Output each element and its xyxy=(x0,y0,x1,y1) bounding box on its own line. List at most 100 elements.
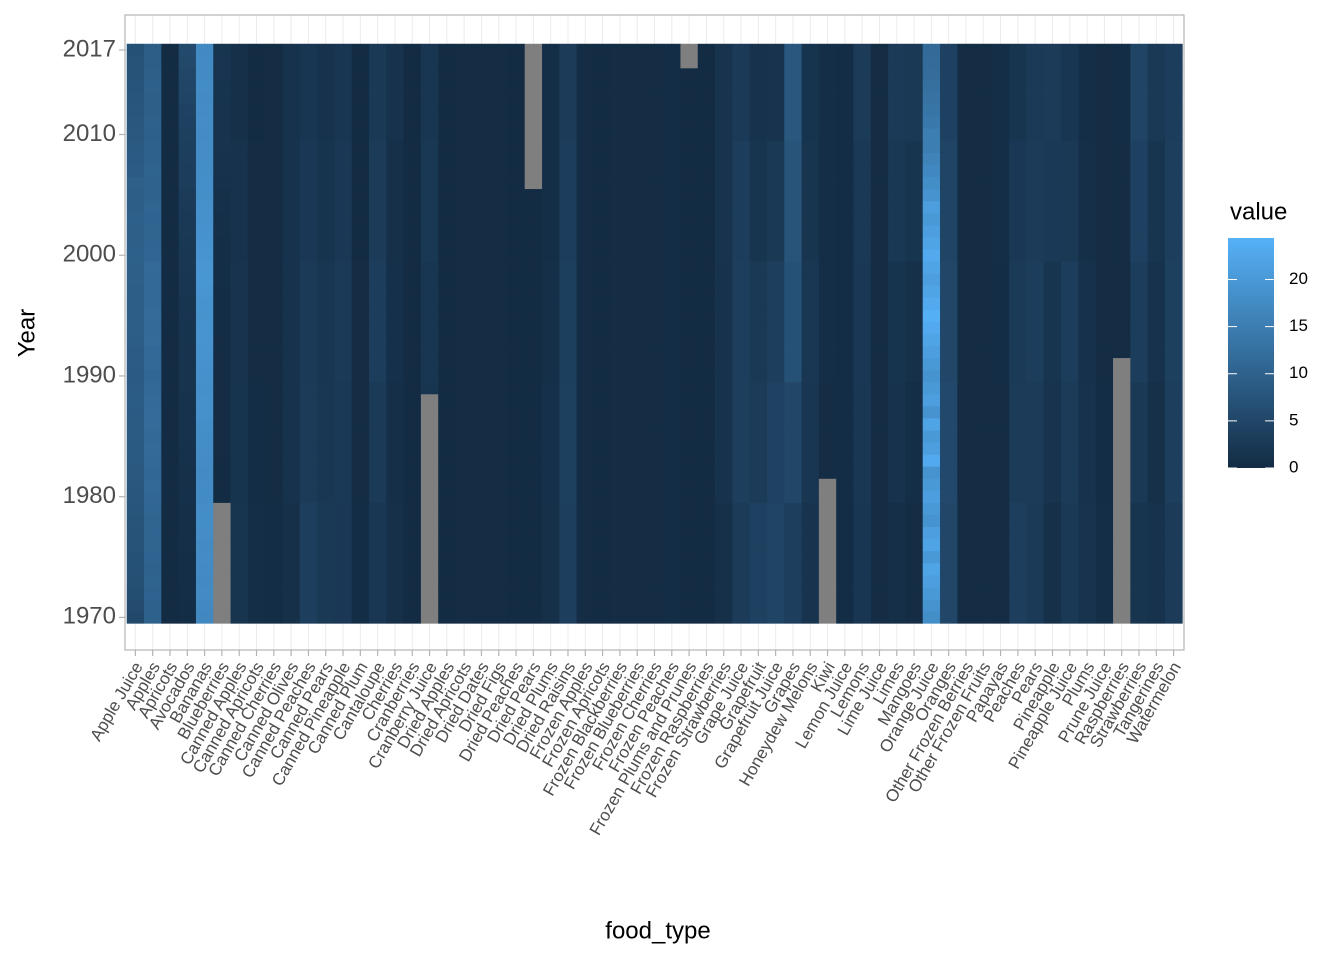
tile xyxy=(870,43,889,57)
tile xyxy=(524,224,543,238)
tile xyxy=(1095,454,1114,467)
tile xyxy=(334,333,353,346)
tile xyxy=(732,116,751,129)
tile xyxy=(247,538,266,552)
tile xyxy=(490,212,508,226)
tile xyxy=(247,345,266,359)
tile xyxy=(455,526,474,540)
tile xyxy=(628,176,647,190)
tile xyxy=(282,128,301,141)
tile xyxy=(957,357,976,371)
tile xyxy=(126,152,145,165)
tile xyxy=(524,43,543,57)
tile xyxy=(1026,140,1045,153)
tile xyxy=(784,442,802,455)
tile xyxy=(888,454,906,467)
tile xyxy=(334,285,353,298)
x-axis-title: food_type xyxy=(605,917,710,944)
tile xyxy=(991,285,1010,298)
tile xyxy=(1095,538,1114,552)
tile xyxy=(282,454,301,467)
tile xyxy=(1164,490,1183,503)
tile xyxy=(836,599,854,612)
tile xyxy=(178,502,197,515)
tile xyxy=(801,502,820,515)
tile xyxy=(870,188,889,202)
tile xyxy=(386,454,404,467)
tile xyxy=(455,116,474,129)
tile xyxy=(680,261,699,274)
tile xyxy=(905,104,924,117)
tile xyxy=(542,273,560,286)
tile xyxy=(1026,297,1045,310)
tile xyxy=(351,104,370,117)
tile xyxy=(403,381,422,395)
tile xyxy=(455,454,474,467)
tile xyxy=(853,526,872,540)
tile xyxy=(1147,333,1166,346)
tile xyxy=(195,92,214,105)
tile xyxy=(317,405,335,419)
tile xyxy=(1095,67,1114,81)
tile xyxy=(472,79,491,93)
tile xyxy=(490,381,508,395)
tile xyxy=(351,466,370,479)
tile xyxy=(940,514,958,528)
tile xyxy=(576,502,595,515)
tile xyxy=(161,442,180,455)
tile xyxy=(905,261,924,274)
tile xyxy=(1130,418,1149,431)
tile xyxy=(974,164,993,177)
tile xyxy=(645,502,664,515)
tile xyxy=(542,357,560,371)
tile xyxy=(1061,92,1079,105)
tiles xyxy=(126,43,1183,624)
tile xyxy=(593,381,612,395)
tile xyxy=(213,502,231,515)
tile xyxy=(732,55,751,69)
tile xyxy=(230,152,249,165)
tile xyxy=(715,418,733,431)
tile xyxy=(836,176,854,190)
tile xyxy=(1061,514,1079,528)
tile xyxy=(178,297,197,310)
tile xyxy=(940,587,958,600)
tile xyxy=(766,599,785,612)
tile xyxy=(282,55,301,69)
tile xyxy=(334,273,353,286)
tile xyxy=(559,357,578,371)
tile xyxy=(818,224,837,238)
tile xyxy=(438,67,456,81)
tile xyxy=(1078,526,1097,540)
tile xyxy=(144,550,162,564)
tile xyxy=(178,128,197,141)
tile xyxy=(1147,587,1166,600)
tile xyxy=(1061,273,1079,286)
tile xyxy=(766,261,785,274)
tile xyxy=(732,418,751,431)
tile xyxy=(1113,418,1131,431)
tile xyxy=(940,490,958,503)
tile xyxy=(247,478,266,491)
tile xyxy=(715,574,733,588)
tile xyxy=(628,116,647,129)
tile xyxy=(576,140,595,153)
tile xyxy=(1009,599,1027,612)
tile xyxy=(1009,236,1027,250)
tile xyxy=(801,333,820,346)
tile xyxy=(593,514,612,528)
tile xyxy=(1043,357,1062,371)
tile xyxy=(178,574,197,588)
tile xyxy=(524,454,543,467)
tile xyxy=(593,442,612,455)
tile xyxy=(161,321,180,334)
tile xyxy=(870,273,889,286)
tile xyxy=(178,538,197,552)
tile xyxy=(161,466,180,479)
tile xyxy=(403,309,422,322)
tile xyxy=(715,502,733,515)
tile xyxy=(144,466,162,479)
tile xyxy=(524,273,543,286)
tile xyxy=(888,212,906,226)
tile xyxy=(420,128,439,141)
